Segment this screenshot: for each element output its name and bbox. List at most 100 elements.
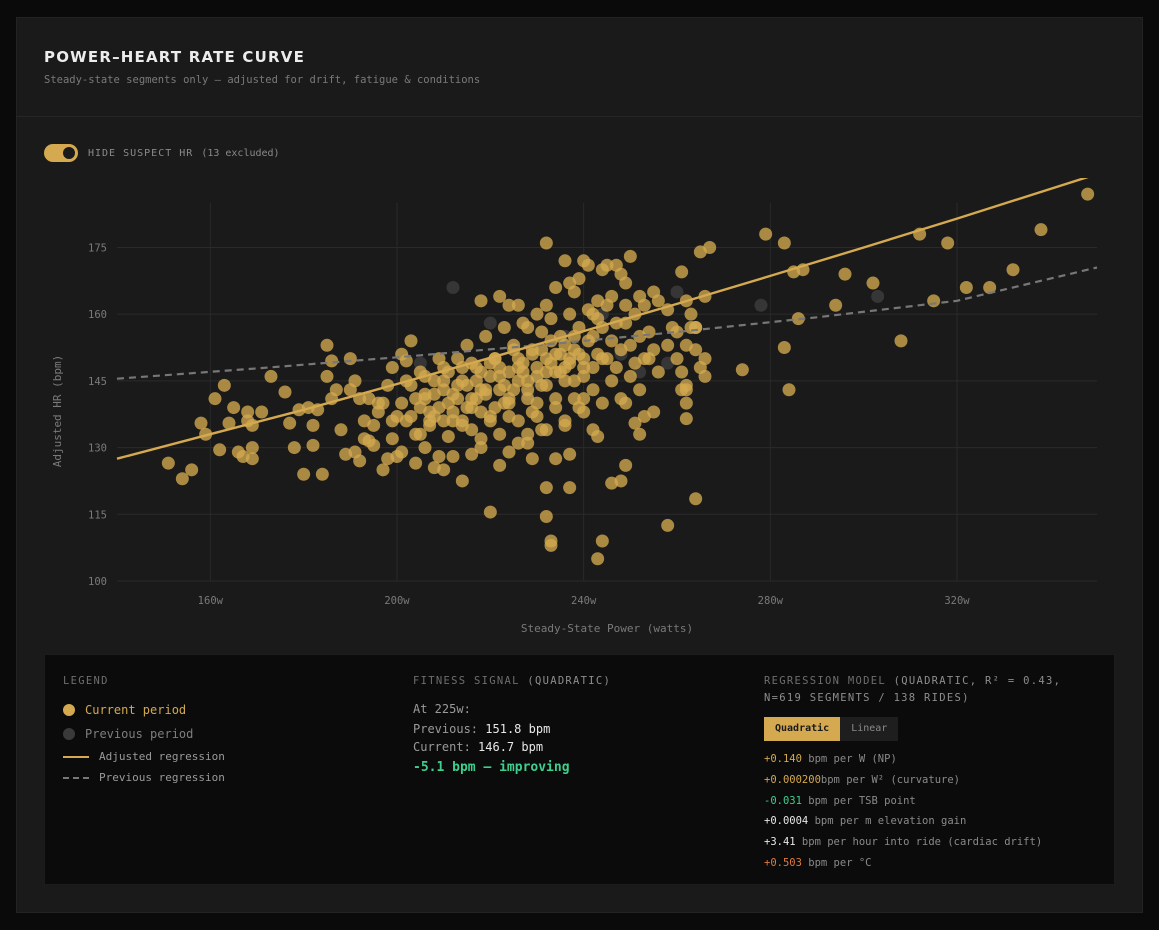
current-period-point: [385, 414, 399, 428]
coefficient-value: +0.0004: [764, 815, 809, 828]
current-period-point: [983, 280, 997, 294]
legend-line-icon: [63, 755, 89, 758]
coefficient-value: +3.41: [764, 836, 796, 849]
fitness-current: Current: 146.7 bpm: [413, 738, 743, 756]
coefficient-description: bpm per m elevation gain: [808, 815, 967, 828]
fitness-heading: FITNESS SIGNAL (QUADRATIC): [413, 673, 743, 690]
fitness-previous: Previous: 151.8 bpm: [413, 720, 743, 738]
current-period-point: [558, 374, 572, 388]
current-period-point: [493, 289, 507, 303]
current-period-point: [455, 418, 469, 432]
regression-heading-suffix: (QUADRATIC, R² = 0.43, N=619 SEGMENTS / …: [764, 675, 1062, 704]
current-period-point: [357, 432, 371, 446]
current-period-point: [670, 325, 684, 339]
current-period-point: [493, 458, 507, 472]
current-period-point: [633, 383, 647, 397]
current-period-point: [409, 456, 423, 470]
current-period-point: [390, 449, 404, 463]
current-period-point: [446, 405, 460, 419]
coefficient-value: -0.031: [764, 794, 802, 807]
model-quadratic-button[interactable]: Quadratic: [764, 717, 841, 741]
current-period-point: [208, 392, 222, 406]
coefficient-row: +0.503 bpm per °C: [764, 853, 1094, 874]
current-period-point: [325, 354, 339, 368]
regression-model-section: REGRESSION MODEL (QUADRATIC, R² = 0.43, …: [764, 673, 1094, 874]
current-period-point: [437, 463, 451, 477]
hide-suspect-hr-toggle[interactable]: [44, 144, 78, 162]
current-period-point: [418, 387, 432, 401]
current-period-point: [367, 438, 381, 452]
regression-heading: REGRESSION MODEL (QUADRATIC, R² = 0.43, …: [764, 673, 1094, 707]
previous-period-point: [754, 298, 768, 312]
page-subtitle: Steady-state segments only — adjusted fo…: [44, 74, 481, 86]
current-period-point: [927, 294, 941, 308]
current-period-point: [483, 505, 497, 519]
model-toggle-group: Quadratic Linear: [764, 717, 1094, 741]
current-period-point: [493, 369, 507, 383]
current-period-point: [605, 374, 619, 388]
current-period-point: [675, 265, 689, 279]
current-period-point: [315, 467, 329, 481]
current-period-point: [320, 369, 334, 383]
previous-period-point: [871, 289, 885, 303]
previous-period-point: [446, 280, 460, 294]
current-period-point: [530, 409, 544, 423]
current-period-point: [941, 236, 955, 250]
fitness-at-label: At 225w:: [413, 702, 471, 716]
current-period-point: [427, 374, 441, 388]
x-tick-label: 240w: [571, 595, 597, 607]
current-period-point: [446, 387, 460, 401]
power-hr-card: POWER–HEART RATE CURVE Steady-state segm…: [16, 17, 1143, 913]
legend-list: Current period Previous period Adjusted re…: [63, 698, 363, 788]
current-period-point: [283, 416, 297, 430]
regression-lines: [116, 178, 1098, 460]
current-period-point: [329, 383, 343, 397]
current-period-point: [213, 443, 227, 457]
current-period-point: [413, 365, 427, 379]
current-period-point: [465, 392, 479, 406]
current-period-point: [623, 249, 637, 263]
current-value: 146.7 bpm: [478, 740, 544, 754]
current-period-point: [418, 441, 432, 455]
current-period-point: [539, 510, 553, 524]
current-period-point: [427, 409, 441, 423]
coefficient-value: +0.000200: [764, 773, 821, 786]
current-period-point: [544, 534, 558, 548]
current-period-point: [502, 298, 516, 312]
legend-label: Adjusted regression: [99, 750, 225, 763]
fitness-signal-section: FITNESS SIGNAL (QUADRATIC) At 225w: Prev…: [413, 673, 743, 775]
current-period-point: [264, 369, 278, 383]
current-period-point: [637, 298, 651, 312]
current-period-point: [661, 518, 675, 532]
legend-heading: LEGEND: [63, 675, 109, 687]
current-period-point: [959, 280, 973, 294]
toggle-label: HIDE SUSPECT HR: [88, 147, 194, 159]
current-period-point: [255, 405, 269, 419]
model-linear-button[interactable]: Linear: [840, 717, 899, 741]
current-period-point: [245, 452, 259, 466]
current-period-point: [511, 414, 525, 428]
current-period-point: [535, 325, 549, 339]
current-period-point: [348, 374, 362, 388]
current-period-point: [600, 258, 614, 272]
coefficient-value: +0.503: [764, 856, 802, 869]
current-period-point: [539, 365, 553, 379]
y-tick-label: 160: [88, 309, 107, 321]
current-period-point: [894, 334, 908, 348]
current-period-point: [577, 405, 591, 419]
current-period-point: [474, 432, 488, 446]
previous-value: 151.8 bpm: [485, 722, 551, 736]
current-period-point: [446, 449, 460, 463]
current-period-point: [544, 312, 558, 326]
card-header: POWER–HEART RATE CURVE Steady-state segm…: [17, 18, 1142, 117]
current-period-point: [563, 447, 577, 461]
current-period-point: [161, 456, 175, 470]
current-period-point: [558, 254, 572, 268]
current-period-point: [642, 325, 656, 339]
coefficient-description: bpm per W (NP): [801, 753, 897, 765]
legend-section: LEGEND Current period Previous period Adju…: [63, 673, 363, 788]
current-period-point: [614, 474, 628, 488]
current-period-point: [497, 321, 511, 335]
current-period-point: [511, 436, 525, 450]
current-period-point: [549, 347, 563, 361]
